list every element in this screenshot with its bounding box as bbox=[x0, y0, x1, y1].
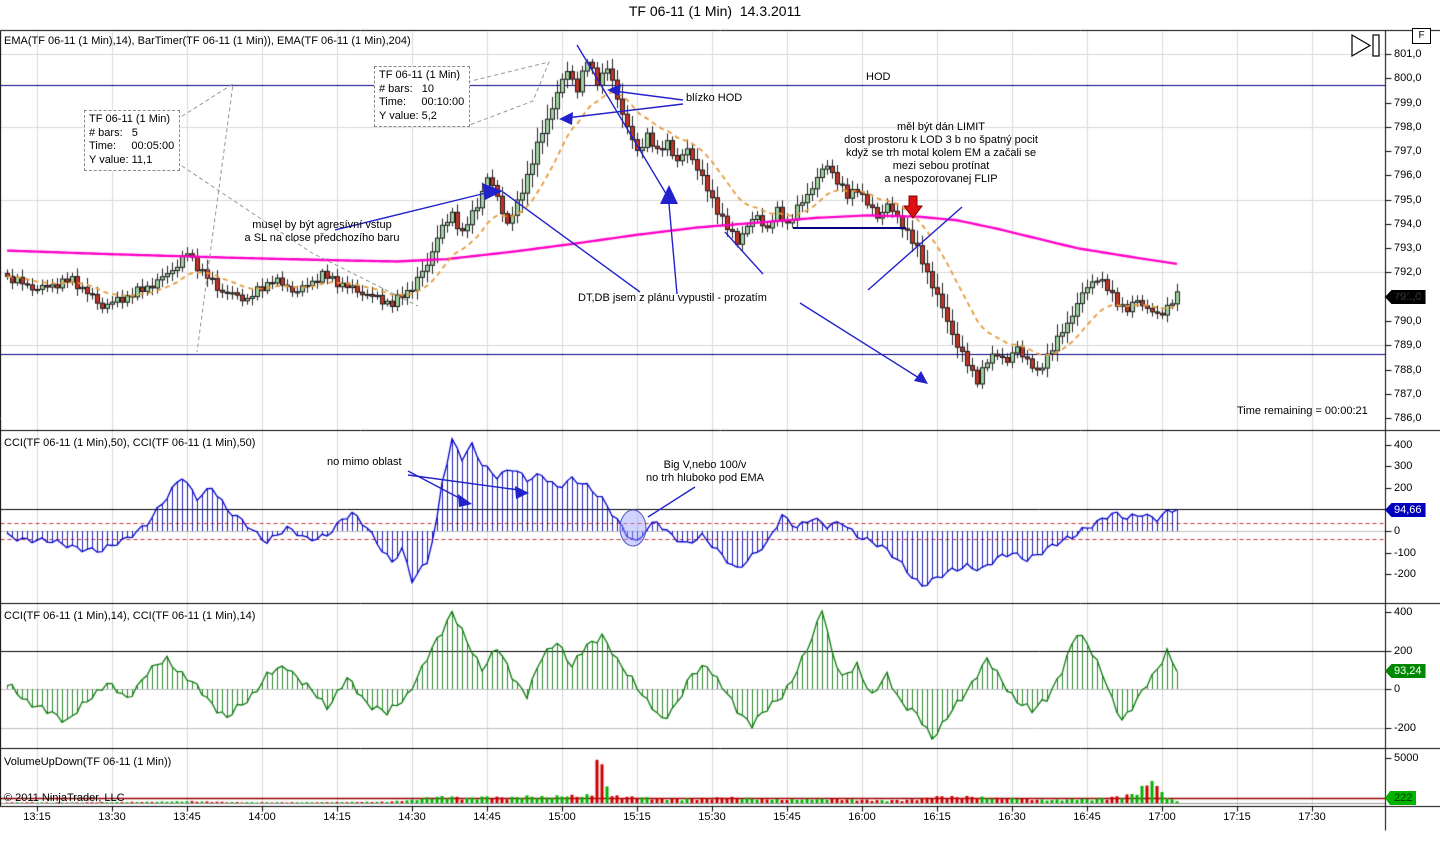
cci14-tick-label: 0 bbox=[1394, 683, 1401, 695]
price-tick-label: 797,0 bbox=[1394, 145, 1422, 157]
time-tick-label: 16:30 bbox=[998, 811, 1026, 823]
time-tick-label: 13:45 bbox=[173, 811, 201, 823]
price-tick-label: 787,0 bbox=[1394, 388, 1422, 400]
last-price-badge: 791,0 bbox=[1385, 290, 1426, 304]
price-tick-label: 788,0 bbox=[1394, 364, 1422, 376]
cci50-value-badge: 94,66 bbox=[1385, 503, 1426, 517]
time-tick-label: 17:30 bbox=[1298, 811, 1326, 823]
cci14-tick-label: 400 bbox=[1394, 606, 1413, 618]
time-remaining-label: Time remaining = 00:00:21 bbox=[1237, 405, 1368, 417]
cci14-tick-label: 200 bbox=[1394, 645, 1413, 657]
hod-label: HOD bbox=[866, 71, 891, 83]
time-tick-label: 13:30 bbox=[98, 811, 126, 823]
annotation-blizko-hod: blízko HOD bbox=[686, 92, 743, 104]
chart-title: TF 06-11 (1 Min) 14.3.2011 bbox=[628, 3, 802, 19]
time-tick-label: 14:15 bbox=[323, 811, 351, 823]
volume-tick-label: 5000 bbox=[1394, 752, 1419, 764]
volume-value-badge: 222 bbox=[1385, 791, 1417, 805]
data-box-10bars[interactable]: TF 06-11 (1 Min) # bars: 10 Time: 00:10:… bbox=[374, 66, 471, 127]
annotation-musel: musel by být agresívní vstup a SL na clo… bbox=[244, 219, 400, 244]
price-tick-label: 786,0 bbox=[1394, 412, 1422, 424]
annotation-limit: měl být dán LIMIT dost prostoru k LOD 3 … bbox=[844, 121, 1038, 185]
price-tick-label: 798,0 bbox=[1394, 121, 1422, 133]
price-tick-label: 795,0 bbox=[1394, 194, 1422, 206]
time-tick-label: 16:00 bbox=[848, 811, 876, 823]
volume-panel-label: VolumeUpDown(TF 06-11 (1 Min)) bbox=[4, 756, 172, 768]
time-tick-label: 13:15 bbox=[23, 811, 51, 823]
cci50-panel-label: CCI(TF 06-11 (1 Min),50), CCI(TF 06-11 (… bbox=[4, 437, 256, 449]
cci50-tick-label: 0 bbox=[1394, 525, 1401, 537]
price-tick-label: 800,0 bbox=[1394, 72, 1422, 84]
cci50-tick-label: 200 bbox=[1394, 482, 1413, 494]
annotation-dtdb: DT,DB jsem z plánu vypustil - prozatím bbox=[578, 292, 767, 304]
price-tick-label: 794,0 bbox=[1394, 218, 1422, 230]
price-tick-label: 801,0 bbox=[1394, 48, 1422, 60]
price-tick-label: 799,0 bbox=[1394, 97, 1422, 109]
price-tick-label: 789,0 bbox=[1394, 339, 1422, 351]
time-tick-label: 14:30 bbox=[398, 811, 426, 823]
cci14-panel-label: CCI(TF 06-11 (1 Min),14), CCI(TF 06-11 (… bbox=[4, 610, 256, 622]
step-forward-icon[interactable] bbox=[1348, 32, 1384, 59]
time-tick-label: 17:15 bbox=[1223, 811, 1251, 823]
cci50-tick-label: 400 bbox=[1394, 439, 1413, 451]
cci50-tick-label: 300 bbox=[1394, 460, 1413, 472]
cci14-tick-label: -200 bbox=[1394, 722, 1417, 734]
data-box-5bars[interactable]: TF 06-11 (1 Min) # bars: 5 Time: 00:05:0… bbox=[84, 110, 181, 171]
time-tick-label: 17:00 bbox=[1148, 811, 1176, 823]
time-tick-label: 14:45 bbox=[473, 811, 501, 823]
time-tick-label: 15:30 bbox=[698, 811, 726, 823]
copyright-label: © 2011 NinjaTrader, LLC bbox=[4, 792, 125, 804]
price-tick-label: 793,0 bbox=[1394, 242, 1422, 254]
annotation-no-mimo: no mimo oblast bbox=[327, 456, 402, 468]
time-tick-label: 16:15 bbox=[923, 811, 951, 823]
price-tick-label: 791,0 bbox=[1394, 291, 1422, 303]
cci14-value-badge: 93,24 bbox=[1385, 664, 1426, 678]
price-tick-label: 796,0 bbox=[1394, 169, 1422, 181]
cci50-tick-label: -100 bbox=[1394, 547, 1417, 559]
price-panel-indicator-label: EMA(TF 06-11 (1 Min),14), BarTimer(TF 06… bbox=[4, 35, 411, 47]
price-tick-label: 790,0 bbox=[1394, 315, 1422, 327]
cci50-tick-label: -200 bbox=[1394, 568, 1417, 580]
time-tick-label: 14:00 bbox=[248, 811, 276, 823]
time-tick-label: 16:45 bbox=[1073, 811, 1101, 823]
time-tick-label: 15:00 bbox=[548, 811, 576, 823]
f-button[interactable]: F bbox=[1412, 28, 1431, 44]
annotation-big-v: Big V,nebo 100/v no trh hluboko pod EMA bbox=[645, 459, 765, 484]
price-tick-label: 792,0 bbox=[1394, 266, 1422, 278]
time-tick-label: 15:15 bbox=[623, 811, 651, 823]
time-tick-label: 15:45 bbox=[773, 811, 801, 823]
